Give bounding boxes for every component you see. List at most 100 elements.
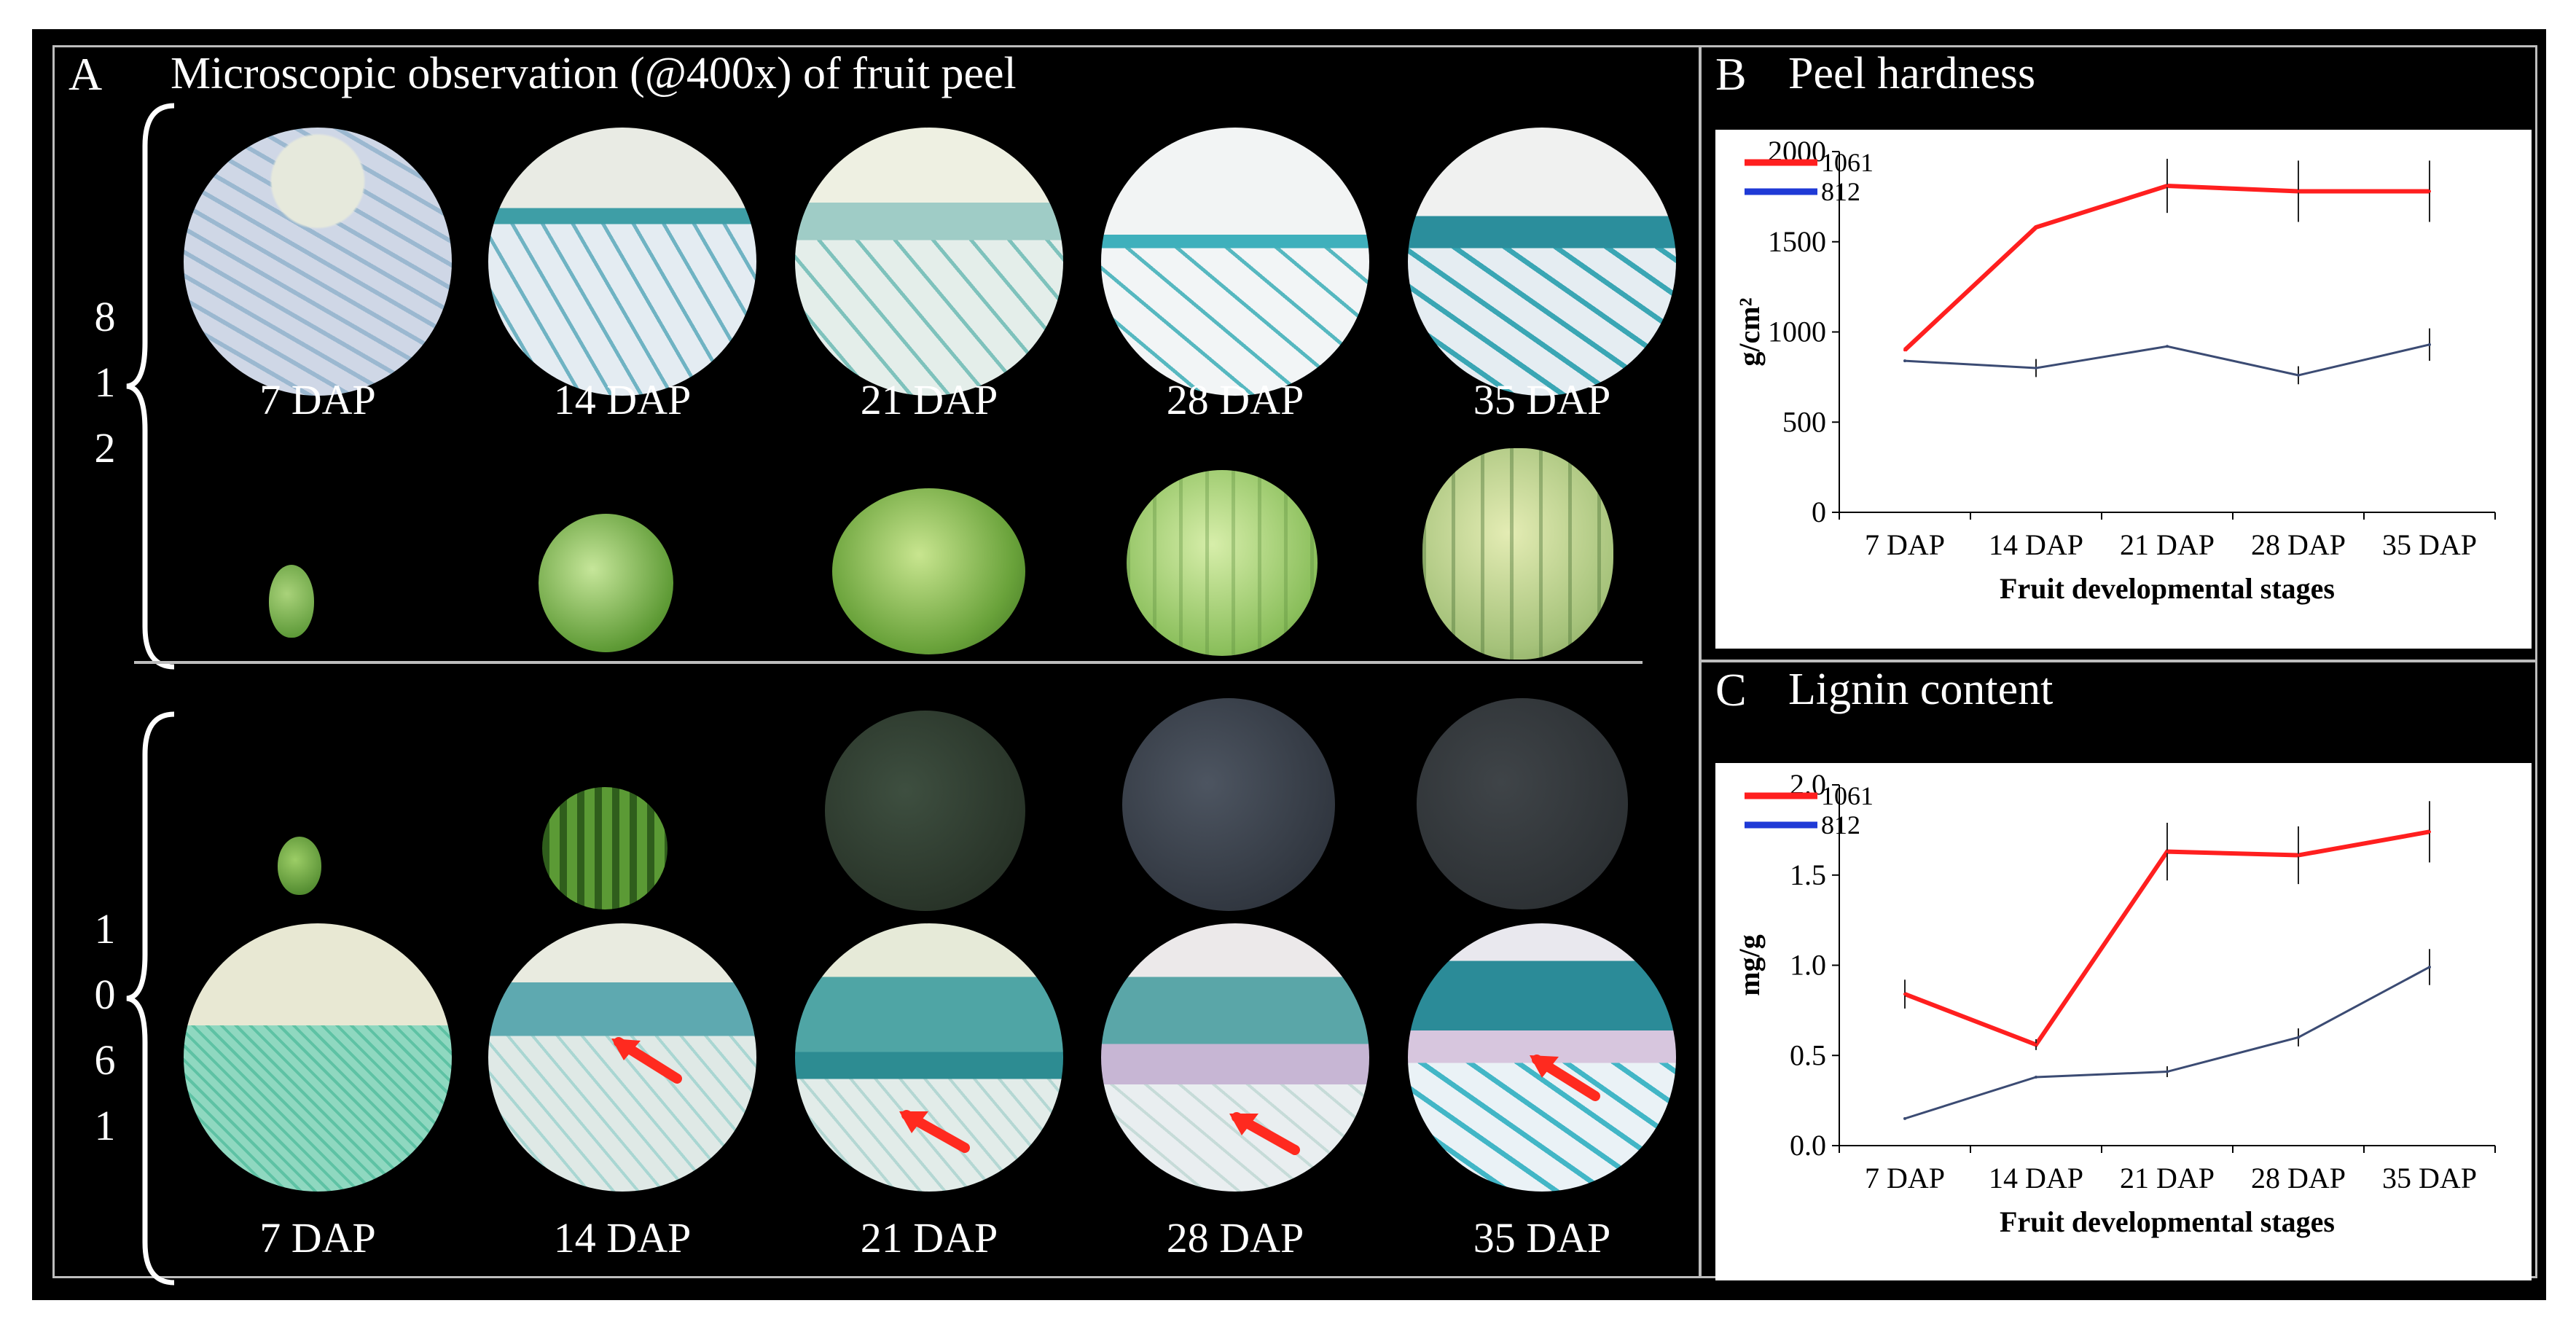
x-tick-label: 14 DAP	[1989, 1162, 2083, 1194]
x-axis-title: Fruit developmental stages	[2000, 1205, 2335, 1238]
red-arrow-icon	[899, 1110, 970, 1153]
stage-label-812-28dap: 28 DAP	[1166, 376, 1304, 423]
data-point-1061	[1903, 993, 1906, 996]
genotype-digit: 1	[94, 359, 116, 406]
data-point-812	[2035, 1075, 2037, 1079]
data-point-812	[2297, 373, 2300, 377]
y-tick-label: 1000	[1768, 316, 1826, 348]
genotype-digit: 2	[94, 424, 116, 472]
y-tick-label: 1.0	[1790, 949, 1826, 982]
stage-label-1061-14dap: 14 DAP	[553, 1214, 692, 1261]
micrograph-1061-7dap	[184, 923, 452, 1192]
panel-b-chart-area	[1715, 130, 2532, 649]
micrograph-812-7dap	[184, 128, 452, 396]
y-tick-label: 1500	[1768, 225, 1826, 258]
legend-label-1061: 1061	[1821, 781, 1874, 810]
stage-label-812-35dap: 35 DAP	[1473, 376, 1611, 423]
data-point-812	[1903, 359, 1906, 363]
genotype-digit: 1	[94, 905, 116, 952]
genotype-label-1061: 1 0 6 1	[83, 896, 127, 1159]
legend-label-812: 812	[1821, 810, 1860, 840]
data-point-812	[2428, 343, 2431, 346]
x-tick-label: 21 DAP	[2120, 528, 2215, 561]
data-point-1061	[2035, 225, 2037, 229]
legend-label-1061: 1061	[1821, 148, 1874, 177]
genotype-digit: 1	[94, 1102, 116, 1149]
series-line-812	[1904, 966, 2430, 1120]
fruit-1061-7dap	[278, 837, 321, 895]
genotype-digit: 0	[94, 971, 116, 1018]
micrograph-1061-21dap	[795, 923, 1063, 1192]
panel-c-chart-area	[1715, 763, 2532, 1280]
panel-c-letter: C	[1715, 664, 1747, 716]
y-axis-title: g/cm²	[1733, 297, 1766, 366]
fruit-812-7dap	[269, 565, 314, 638]
micrograph-812-21dap	[795, 128, 1063, 396]
data-point-1061	[2035, 1043, 2037, 1047]
fruit-1061-35dap	[1417, 698, 1628, 910]
red-arrow-icon	[611, 1037, 682, 1084]
brace-1061	[126, 711, 175, 1286]
stage-label-1061-28dap: 28 DAP	[1166, 1214, 1304, 1261]
red-arrow-icon	[1229, 1112, 1300, 1155]
x-tick-label: 35 DAP	[2382, 528, 2477, 561]
data-point-812	[2166, 1070, 2169, 1073]
y-tick-label: 0	[1812, 496, 1826, 528]
x-tick-label: 14 DAP	[1989, 528, 2083, 561]
stage-label-1061-35dap: 35 DAP	[1473, 1214, 1611, 1261]
group-separator	[134, 661, 1643, 664]
x-axis-title: Fruit developmental stages	[2000, 572, 2335, 605]
fruit-1061-21dap	[825, 711, 1025, 911]
x-tick-label: 21 DAP	[2120, 1162, 2215, 1194]
genotype-label-812: 8 1 2	[83, 284, 127, 481]
x-tick-label: 7 DAP	[1865, 1162, 1945, 1194]
micrograph-812-14dap	[488, 128, 756, 396]
panel-b-title: Peel hardness	[1788, 49, 2036, 98]
genotype-digit: 8	[94, 293, 116, 340]
fruit-812-14dap	[539, 514, 673, 652]
data-point-812	[2166, 345, 2169, 348]
data-point-1061	[2428, 189, 2431, 193]
data-point-1061	[1903, 348, 1906, 352]
micrograph-1061-28dap	[1101, 923, 1369, 1192]
data-point-812	[2428, 965, 2431, 969]
fruit-812-28dap	[1127, 470, 1318, 656]
y-tick-label: 500	[1782, 405, 1826, 438]
data-point-1061	[2428, 830, 2431, 834]
y-tick-label: 0.0	[1790, 1129, 1826, 1162]
x-tick-label: 28 DAP	[2251, 1162, 2346, 1194]
data-point-1061	[2297, 189, 2300, 193]
panel-a-letter: A	[68, 48, 103, 100]
panel-a-title: Microscopic observation (@400x) of fruit…	[171, 49, 1017, 98]
y-tick-label: 1.5	[1790, 858, 1826, 891]
stage-label-812-14dap: 14 DAP	[553, 376, 692, 423]
red-arrow-icon	[1530, 1055, 1600, 1101]
x-tick-label: 28 DAP	[2251, 528, 2346, 561]
genotype-digit: 6	[94, 1036, 116, 1084]
panel-b-letter: B	[1715, 48, 1747, 100]
data-point-812	[2035, 367, 2037, 369]
stage-label-1061-7dap: 7 DAP	[259, 1214, 376, 1261]
micrograph-812-35dap	[1408, 128, 1676, 396]
stage-label-1061-21dap: 21 DAP	[860, 1214, 998, 1261]
data-point-1061	[2166, 850, 2169, 853]
data-point-812	[2297, 1036, 2300, 1039]
stage-label-812-7dap: 7 DAP	[259, 376, 376, 423]
panel-c-title: Lignin content	[1788, 665, 2054, 714]
legend-label-812: 812	[1821, 177, 1860, 206]
data-point-812	[1903, 1116, 1906, 1120]
y-axis-title: mg/g	[1733, 934, 1766, 995]
x-tick-label: 7 DAP	[1865, 528, 1945, 561]
micrograph-812-28dap	[1101, 128, 1369, 396]
fruit-1061-14dap	[542, 787, 668, 910]
lignin-content-chart: 0.00.51.01.52.07 DAP 14 DAP 21 DAP 28 DAP 35…	[1733, 768, 2496, 1238]
series-line-812	[1904, 343, 2430, 377]
brace-812	[126, 103, 175, 670]
stage-label-812-21dap: 21 DAP	[860, 376, 998, 423]
data-point-1061	[2166, 184, 2169, 188]
fruit-812-21dap	[832, 488, 1025, 654]
x-tick-label: 35 DAP	[2382, 1162, 2477, 1194]
figure: A Microscopic observation (@400x) of fru…	[32, 29, 2546, 1300]
fruit-1061-28dap	[1122, 698, 1335, 911]
